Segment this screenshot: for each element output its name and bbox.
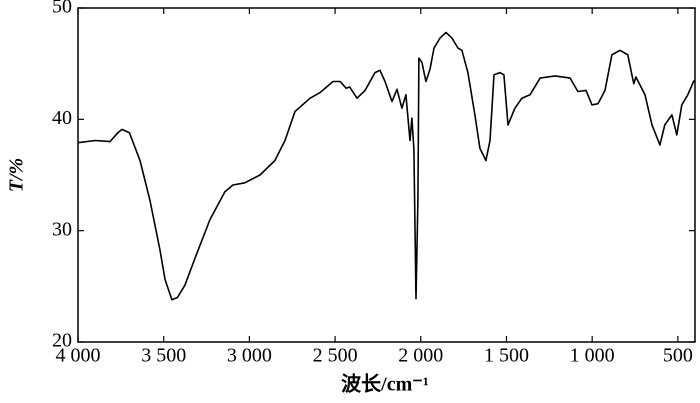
plot-frame (77, 7, 696, 343)
x-tick-label: 2 000 (398, 345, 443, 367)
y-tick-label: 30 (52, 218, 72, 240)
spectrum-line (77, 31, 695, 301)
x-tick-label: 500 (663, 345, 693, 367)
x-axis-label: 波长/cm⁻¹ (341, 373, 429, 396)
x-tick-label: 2 500 (313, 345, 358, 367)
x-tick-label: 3 500 (141, 345, 186, 367)
y-axis-label: T/% (6, 158, 28, 192)
x-tick-label: 3 000 (227, 345, 272, 367)
x-tick-label: 4 000 (56, 345, 101, 367)
y-tick-label: 50 (52, 0, 72, 18)
y-tick-label: 20 (52, 330, 72, 352)
x-tick-label: 1 000 (570, 345, 615, 367)
y-tick-label: 40 (52, 107, 72, 129)
x-tick-label: 1 500 (484, 345, 529, 367)
